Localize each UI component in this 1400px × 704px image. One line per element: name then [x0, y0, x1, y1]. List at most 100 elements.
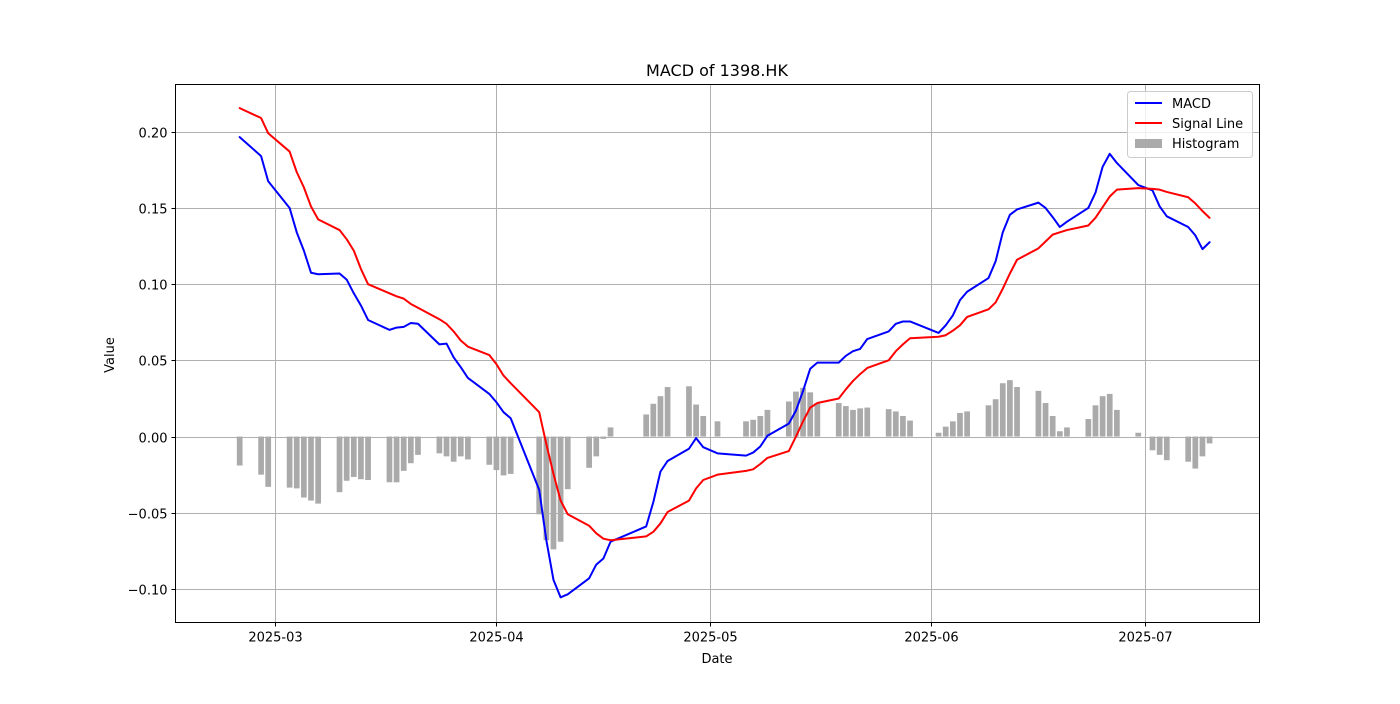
histogram-bar	[343, 436, 350, 481]
histogram-bar	[957, 412, 963, 437]
histogram-bar	[949, 421, 956, 437]
histogram-bar	[764, 409, 771, 437]
histogram-bar	[1099, 396, 1106, 437]
histogram-bar	[465, 436, 471, 460]
histogram-bar	[1192, 436, 1199, 469]
histogram-bar	[1092, 405, 1099, 437]
y-tick-label: −0.05	[128, 508, 168, 523]
y-tick-label: 0.10	[139, 279, 168, 294]
histogram-bar	[443, 436, 450, 457]
histogram-bar	[557, 436, 564, 542]
histogram-bar	[793, 391, 799, 437]
histogram-bar	[436, 436, 443, 454]
legend-histogram-label: Histogram	[1172, 137, 1239, 152]
histogram-bar	[265, 436, 272, 487]
chart-title: MACD of 1398.HK	[646, 61, 788, 80]
histogram-bar	[843, 406, 849, 437]
y-tick-label: 0.20	[139, 127, 168, 142]
histogram-bar	[350, 436, 357, 477]
histogram-bar	[236, 436, 243, 466]
x-tick-label: 2025-04	[469, 631, 523, 646]
histogram-bar	[750, 419, 757, 437]
histogram-bar	[864, 407, 871, 437]
histogram-bar	[1106, 393, 1113, 437]
x-tick-label: 2025-06	[904, 631, 958, 646]
histogram-bar	[757, 415, 764, 437]
histogram-bar	[857, 408, 863, 437]
histogram-bar	[607, 427, 614, 437]
histogram-bar	[1206, 436, 1213, 444]
histogram-bar	[308, 436, 314, 501]
histogram-bar	[714, 421, 721, 437]
histogram-bar	[800, 387, 806, 437]
histogram-bar	[450, 436, 457, 462]
histogram-bar	[935, 432, 942, 437]
histogram-bar	[286, 436, 293, 488]
histogram-bar	[586, 436, 592, 468]
x-tick-label: 2025-03	[248, 631, 302, 646]
histogram-bar	[700, 415, 707, 437]
histogram-bar	[1056, 431, 1063, 437]
histogram-bar	[293, 436, 300, 489]
y-tick-label: −0.10	[128, 584, 168, 599]
histogram-bar	[850, 409, 856, 437]
histogram-bar	[807, 392, 814, 437]
histogram-bar	[1185, 436, 1192, 462]
y-tick-label: 0.05	[139, 355, 168, 370]
signal-line	[238, 107, 1211, 542]
histogram-bar	[693, 404, 699, 437]
y-tick-label: 0.15	[139, 203, 168, 218]
histogram-bar	[650, 403, 657, 437]
histogram-bar	[593, 436, 600, 457]
histogram-bar	[486, 436, 493, 465]
histogram-bar	[942, 426, 949, 437]
histogram-bar	[892, 411, 899, 437]
histogram-bar	[1042, 403, 1049, 437]
histogram-bar	[358, 436, 364, 480]
histogram-bar	[992, 399, 999, 437]
histogram-bar	[900, 415, 906, 437]
histogram-bar	[1135, 432, 1142, 437]
plot-frame	[175, 84, 1260, 623]
histogram-bar	[543, 436, 550, 541]
histogram-bar	[1114, 409, 1120, 437]
histogram-bar	[336, 436, 343, 493]
histogram-bar	[657, 396, 664, 437]
histogram-bar	[315, 436, 321, 504]
histogram-bar	[1035, 390, 1042, 437]
histogram-bar	[643, 414, 650, 437]
histogram-bar	[985, 405, 992, 437]
histogram-bar	[999, 383, 1006, 437]
histogram-bar	[814, 403, 821, 437]
histogram-bar	[301, 436, 307, 498]
histogram-bar	[415, 436, 421, 455]
histogram-bar	[564, 436, 571, 490]
histogram-bars	[236, 380, 1213, 550]
legend-histogram-swatch	[1135, 139, 1162, 148]
histogram-bar	[386, 436, 393, 483]
histogram-bar	[393, 436, 400, 483]
y-axis-ticks: −0.10 −0.05 0.00 0.05 0.10 0.15 0.20	[128, 127, 176, 599]
histogram-bar	[1149, 436, 1156, 451]
lines	[238, 107, 1211, 599]
histogram-bar	[258, 436, 264, 475]
x-tick-label: 2025-07	[1118, 631, 1172, 646]
macd-line	[238, 136, 1211, 599]
histogram-bar	[500, 436, 507, 476]
histogram-bar	[507, 436, 514, 474]
histogram-bar	[885, 409, 892, 437]
legend-macd-label: MACD	[1172, 97, 1211, 112]
histogram-bar	[1163, 436, 1170, 461]
legend-signal-label: Signal Line	[1172, 117, 1243, 132]
histogram-bar	[1014, 387, 1020, 437]
histogram-bar	[550, 436, 557, 550]
legend: MACD Signal Line Histogram	[1127, 91, 1253, 158]
histogram-bar	[964, 411, 970, 437]
x-axis-ticks: 2025-03 2025-04 2025-05 2025-06 2025-07	[248, 622, 1173, 646]
histogram-bar	[365, 436, 371, 480]
histogram-bar	[400, 436, 407, 471]
histogram-bar	[457, 436, 464, 457]
histogram-bar	[1156, 436, 1163, 455]
